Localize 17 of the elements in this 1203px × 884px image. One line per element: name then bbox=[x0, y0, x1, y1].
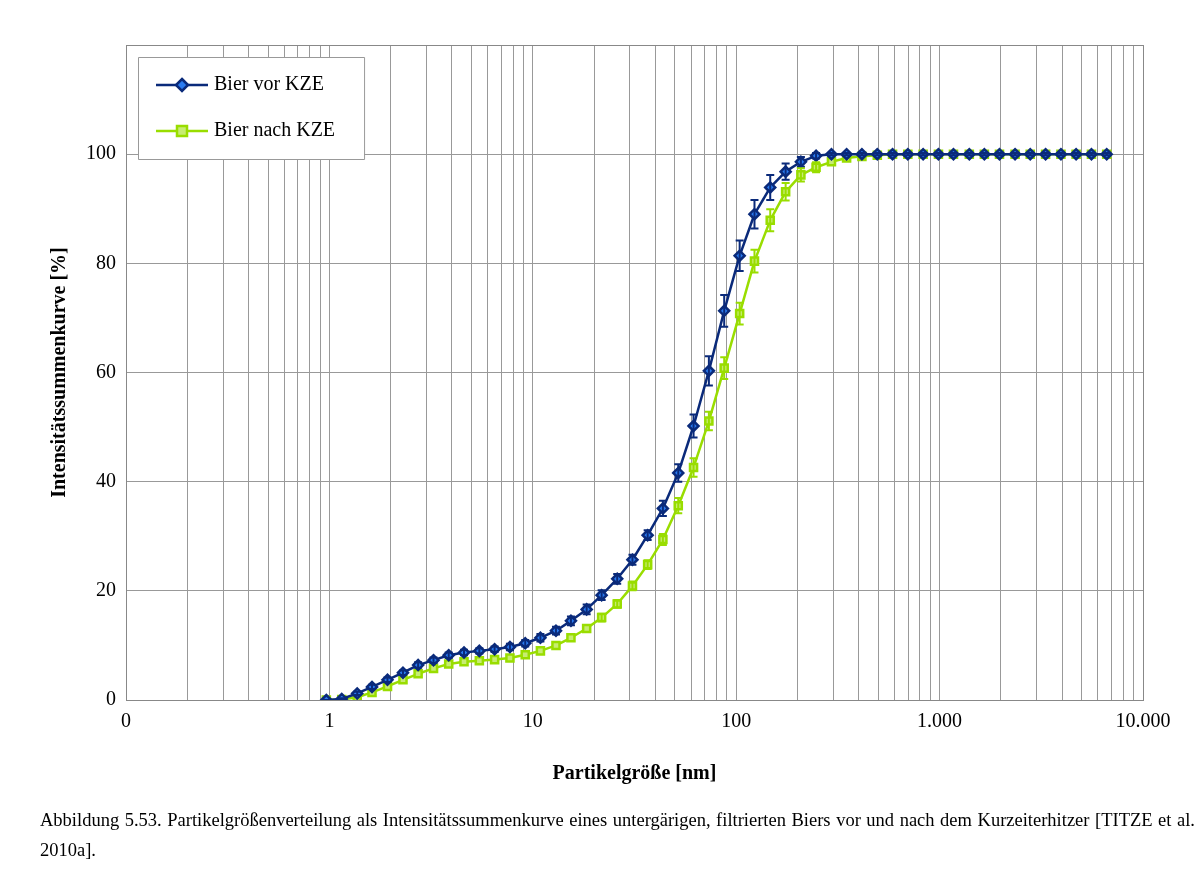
legend-label: Bier vor KZE bbox=[214, 72, 324, 95]
y-tick-label: 0 bbox=[106, 687, 116, 710]
x-tick-label: 0 bbox=[121, 709, 131, 732]
y-tick-label: 40 bbox=[96, 468, 116, 491]
x-axis-title: Partikelgröße [nm] bbox=[552, 761, 717, 785]
y-tick-label: 60 bbox=[96, 359, 116, 382]
x-tick-label: 10 bbox=[522, 709, 543, 732]
text: Abbildung 5.53. Partikelgrößenverteilung als Intensitätssummenkurve eines untergärigen, filtrierten Biers vor und nach dem Kurzeiterhitzer [TITZE et al. 2010a]. bbox=[40, 809, 1195, 862]
y-tick-label: 80 bbox=[96, 250, 116, 273]
x-tick-label: 100 bbox=[721, 709, 752, 732]
y-tick-label: 20 bbox=[96, 578, 116, 601]
y-axis-title: Intensitätssummenkurve [%] bbox=[47, 247, 70, 498]
x-tick-label: 1 bbox=[324, 709, 335, 732]
x-tick-label: 10.000 bbox=[1115, 709, 1171, 732]
legend-label: Bier nach KZE bbox=[214, 118, 336, 141]
y-tick-label: 100 bbox=[86, 141, 116, 164]
x-tick-label: 1.000 bbox=[917, 709, 963, 732]
